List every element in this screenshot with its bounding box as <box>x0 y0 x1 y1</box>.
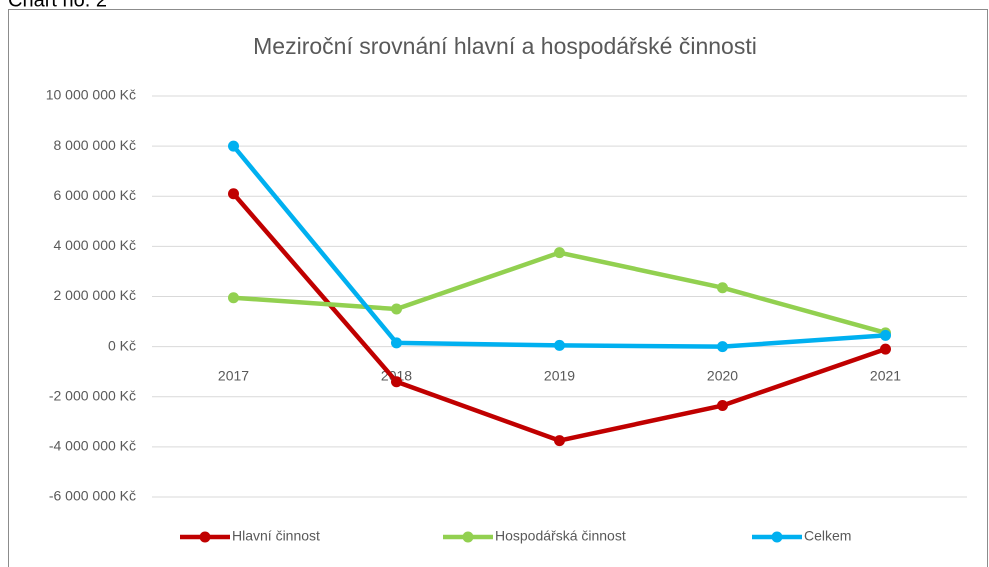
y-tick-label: 10 000 000 Kč <box>46 87 136 103</box>
legend-label: Celkem <box>804 528 851 544</box>
data-point <box>717 400 728 412</box>
x-tick-label: 2021 <box>870 367 901 383</box>
y-tick-label: 8 000 000 Kč <box>53 137 136 153</box>
data-point <box>880 329 891 341</box>
legend-marker <box>462 531 474 543</box>
data-point <box>554 435 565 447</box>
data-point <box>391 376 402 388</box>
y-tick-label: 6 000 000 Kč <box>53 187 136 203</box>
y-tick-label: -4 000 000 Kč <box>49 438 136 454</box>
data-point <box>228 188 239 200</box>
data-point <box>717 341 728 353</box>
series-line <box>231 192 887 443</box>
legend-marker <box>771 531 783 543</box>
data-point <box>717 282 728 294</box>
data-point <box>228 140 239 152</box>
data-point <box>228 292 239 304</box>
caption: Chart no. 2 <box>8 0 107 11</box>
legend-marker <box>199 531 211 543</box>
x-tick-label: 2020 <box>707 367 738 383</box>
x-tick-label: 2019 <box>544 367 575 383</box>
data-point <box>391 337 402 349</box>
chart-title: Meziroční srovnání hlavní a hospodářské … <box>253 33 757 59</box>
x-tick-label: 2017 <box>218 367 249 383</box>
data-point <box>880 343 891 355</box>
y-tick-label: -6 000 000 Kč <box>49 488 136 504</box>
data-point <box>391 303 402 315</box>
y-tick-label: 2 000 000 Kč <box>53 287 136 303</box>
chart-border <box>8 9 988 567</box>
y-tick-label: -2 000 000 Kč <box>49 387 136 403</box>
data-point <box>554 339 565 351</box>
y-tick-label: 4 000 000 Kč <box>53 237 136 253</box>
y-tick-label: 0 Kč <box>108 337 136 353</box>
data-point <box>554 247 565 259</box>
legend-label: Hospodářská činnost <box>495 528 626 544</box>
legend-label: Hlavní činnost <box>232 528 320 544</box>
